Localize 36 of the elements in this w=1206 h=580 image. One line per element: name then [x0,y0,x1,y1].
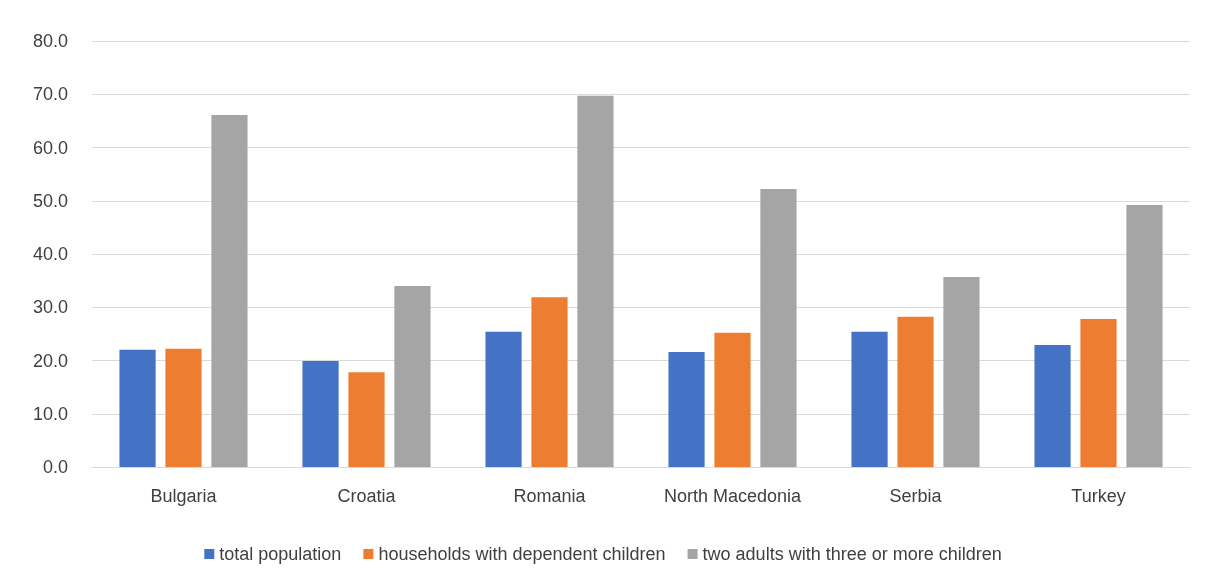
bar [485,331,522,467]
x-tick-label: North Macedonia [663,486,803,506]
y-tick-label: 40.0 [32,244,68,264]
bar [714,332,751,467]
y-tick-label: 70.0 [32,84,68,105]
legend-label: total population [219,544,342,564]
legend-label: households with dependent children [378,544,666,564]
bar [165,348,202,467]
bar [1034,345,1071,467]
bar [668,351,705,467]
y-tick-label: 0.0 [42,457,68,477]
bar [394,285,431,467]
bar [1126,205,1163,467]
bar [577,95,614,467]
y-tick-label: 50.0 [32,190,68,211]
y-tick-label: 60.0 [32,137,68,158]
bar [760,189,797,467]
y-tick-label: 20.0 [32,350,68,371]
y-tick-label: 80.0 [32,31,68,51]
legend-label: two adults with three or more children [702,544,1002,564]
bar [348,372,385,467]
y-tick-label: 30.0 [32,297,68,318]
x-tick-label: Romania [513,486,587,506]
x-tick-label: Bulgaria [150,486,218,506]
bar [302,361,339,467]
bar [943,276,980,467]
bar [1080,318,1117,467]
y-tick-label: 10.0 [32,403,68,424]
bar [211,115,248,467]
bar [531,297,568,467]
bar [119,349,156,467]
x-tick-label: Serbia [889,486,943,506]
bar [851,331,888,467]
x-tick-label: Croatia [337,486,397,506]
bar [897,316,934,467]
x-tick-label: Turkey [1071,486,1126,506]
